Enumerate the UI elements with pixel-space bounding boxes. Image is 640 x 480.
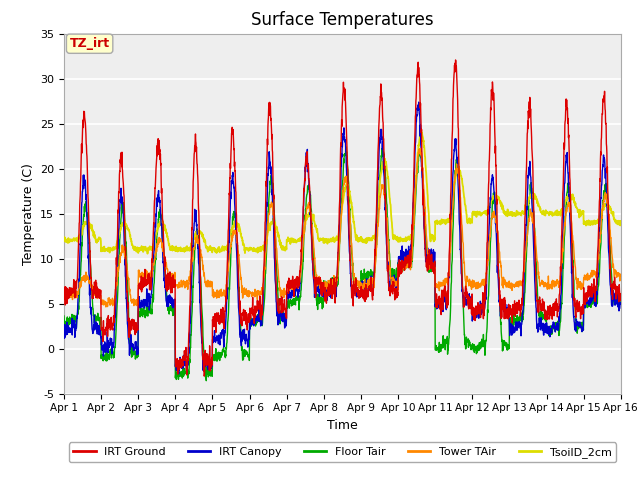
Y-axis label: Temperature (C): Temperature (C) <box>22 163 35 264</box>
Title: Surface Temperatures: Surface Temperatures <box>251 11 434 29</box>
X-axis label: Time: Time <box>327 419 358 432</box>
Legend: IRT Ground, IRT Canopy, Floor Tair, Tower TAir, TsoilD_2cm: IRT Ground, IRT Canopy, Floor Tair, Towe… <box>69 443 616 462</box>
Text: TZ_irt: TZ_irt <box>70 37 109 50</box>
